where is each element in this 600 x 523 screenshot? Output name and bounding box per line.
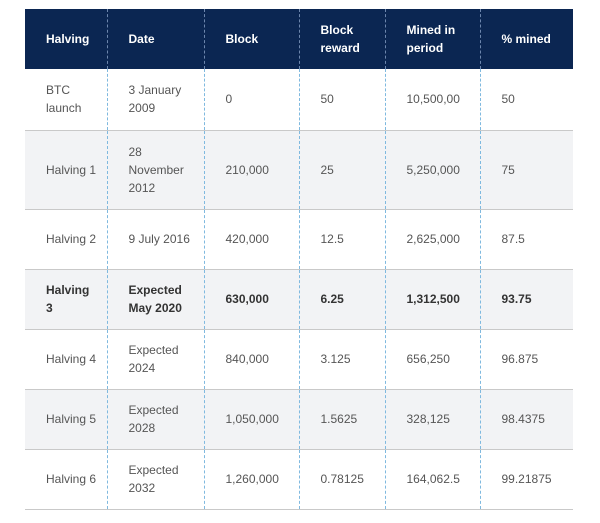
cell-mined-in-period: 2,625,000 xyxy=(385,209,481,270)
cell-mined-in-period: 1,312,500 xyxy=(385,269,481,330)
cell-block-reward: 12.5 xyxy=(299,209,386,270)
header-mined-in-period: Mined in period xyxy=(385,9,481,69)
table-row: Halving 5 Expected 2028 1,050,000 1.5625… xyxy=(25,389,573,450)
cell-percent-mined: 87.5 xyxy=(480,209,573,270)
header-block: Block xyxy=(204,9,300,69)
header-row: Halving Date Block Block reward Mined in… xyxy=(25,9,573,69)
cell-halving: Halving 1 xyxy=(25,130,108,210)
cell-block: 0 xyxy=(204,69,300,131)
header-halving: Halving xyxy=(25,9,108,69)
cell-halving: Halving 2 xyxy=(25,209,108,270)
cell-block: 630,000 xyxy=(204,269,300,330)
cell-percent-mined: 75 xyxy=(480,130,573,210)
cell-block-reward: 0.78125 xyxy=(299,449,386,510)
cell-halving: Halving 3 xyxy=(25,269,108,330)
cell-halving: Halving 5 xyxy=(25,389,108,450)
table-row: Halving 4 Expected 2024 840,000 3.125 65… xyxy=(25,329,573,390)
cell-block-reward: 1.5625 xyxy=(299,389,386,450)
cell-percent-mined: 98.4375 xyxy=(480,389,573,450)
table-row: Halving 1 28 November 2012 210,000 25 5,… xyxy=(25,130,573,210)
halving-table-container: Halving Date Block Block reward Mined in… xyxy=(25,9,573,510)
cell-block-reward: 50 xyxy=(299,69,386,131)
cell-block: 210,000 xyxy=(204,130,300,210)
cell-mined-in-period: 164,062.5 xyxy=(385,449,481,510)
header-block-reward: Block reward xyxy=(299,9,386,69)
cell-block-reward: 3.125 xyxy=(299,329,386,390)
cell-date: Expected 2024 xyxy=(107,329,205,390)
cell-mined-in-period: 328,125 xyxy=(385,389,481,450)
table-header: Halving Date Block Block reward Mined in… xyxy=(25,9,573,69)
cell-date: Expected 2028 xyxy=(107,389,205,450)
cell-date: Expected 2032 xyxy=(107,449,205,510)
cell-block: 1,050,000 xyxy=(204,389,300,450)
cell-percent-mined: 99.21875 xyxy=(480,449,573,510)
cell-percent-mined: 96.875 xyxy=(480,329,573,390)
cell-percent-mined: 50 xyxy=(480,69,573,131)
cell-date: 28 November 2012 xyxy=(107,130,205,210)
cell-mined-in-period: 5,250,000 xyxy=(385,130,481,210)
table-row: Halving 6 Expected 2032 1,260,000 0.7812… xyxy=(25,449,573,510)
cell-block: 420,000 xyxy=(204,209,300,270)
cell-percent-mined: 93.75 xyxy=(480,269,573,330)
cell-date: 3 January 2009 xyxy=(107,69,205,131)
halving-table: Halving Date Block Block reward Mined in… xyxy=(25,9,573,510)
cell-date: 9 July 2016 xyxy=(107,209,205,270)
cell-halving: Halving 6 xyxy=(25,449,108,510)
cell-halving: Halving 4 xyxy=(25,329,108,390)
table-body: BTC launch 3 January 2009 0 50 10,500,00… xyxy=(25,69,573,510)
cell-block: 1,260,000 xyxy=(204,449,300,510)
header-percent-mined: % mined xyxy=(480,9,573,69)
header-date: Date xyxy=(107,9,205,69)
cell-date: Expected May 2020 xyxy=(107,269,205,330)
cell-block: 840,000 xyxy=(204,329,300,390)
cell-block-reward: 25 xyxy=(299,130,386,210)
cell-halving: BTC launch xyxy=(25,69,108,131)
cell-block-reward: 6.25 xyxy=(299,269,386,330)
table-row: Halving 2 9 July 2016 420,000 12.5 2,625… xyxy=(25,209,573,270)
table-row-highlighted: Halving 3 Expected May 2020 630,000 6.25… xyxy=(25,269,573,330)
cell-mined-in-period: 10,500,00 xyxy=(385,69,481,131)
cell-mined-in-period: 656,250 xyxy=(385,329,481,390)
table-row: BTC launch 3 January 2009 0 50 10,500,00… xyxy=(25,69,573,131)
